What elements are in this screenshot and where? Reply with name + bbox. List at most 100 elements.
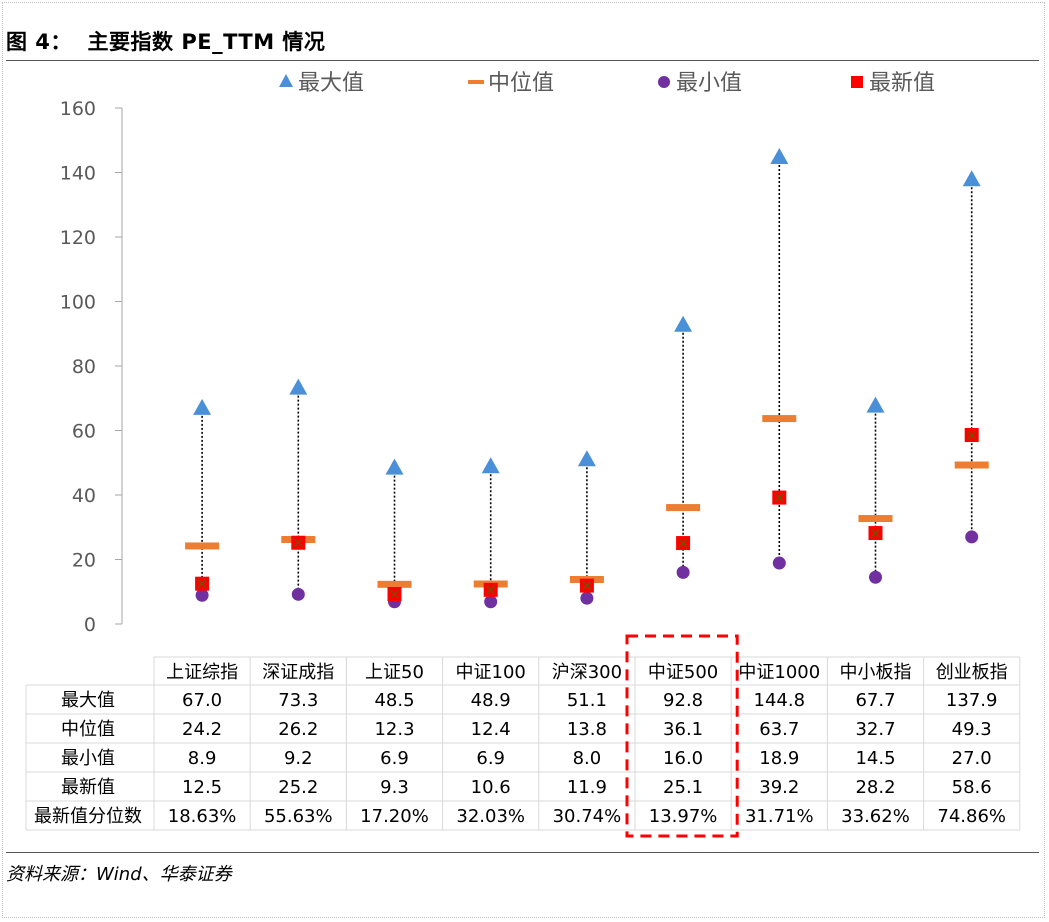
max-point (962, 170, 981, 187)
y-axis: 0 20 40 60 80 100 120 140 160 (60, 98, 123, 636)
latest-point-cross (774, 493, 784, 503)
category-label: 中证500 (648, 662, 718, 683)
table-cell: 10.6 (471, 777, 511, 798)
min-point (676, 565, 690, 579)
table-cell: 49.3 (952, 719, 992, 740)
table-cell: 13.97% (649, 806, 718, 827)
min-point (580, 591, 594, 605)
table-cell: 16.0 (663, 748, 703, 769)
table-cell: 18.9 (759, 748, 799, 769)
table-cell: 67.7 (855, 690, 895, 711)
table-cell: 25.1 (663, 777, 703, 798)
latest-point-cross (389, 589, 400, 599)
table-cell: 17.20% (360, 806, 429, 827)
table-cell: 8.9 (188, 748, 217, 769)
max-point (289, 378, 308, 395)
table-cell: 6.9 (380, 748, 409, 769)
latest-point-cross (870, 528, 881, 538)
latest-point-cross (582, 581, 592, 591)
table-cell: 9.3 (380, 777, 409, 798)
table-cell: 67.0 (182, 690, 222, 711)
y-tick-label: 60 (72, 421, 96, 443)
min-point (772, 556, 786, 570)
table-cell: 8.0 (573, 748, 602, 769)
table-cell: 26.2 (278, 719, 318, 740)
table-cell: 137.9 (946, 690, 998, 711)
table-cell: 36.1 (663, 719, 703, 740)
median-mark (762, 415, 797, 423)
table-cell: 51.1 (567, 690, 607, 711)
median-mark (377, 580, 412, 588)
table-cell: 39.2 (759, 777, 799, 798)
table-cell: 74.86% (937, 806, 1006, 827)
data-table: 上证综指 深证成指 上证50 中证100 沪深300 中证500 中证1000 中小板指 创业板… (25, 656, 1021, 831)
figure-title: 图 4： 主要指数 PE_TTM 情况 (6, 30, 326, 54)
table-cell: 32.7 (855, 719, 895, 740)
max-point (674, 315, 693, 332)
table-cell: 9.2 (284, 748, 313, 769)
min-point (965, 530, 979, 544)
max-point (193, 398, 212, 415)
chart-legend: 最大值 中位值 最小值 最新值 (279, 71, 935, 96)
highlight-dashed-box (625, 634, 739, 838)
legend-circle-icon (658, 76, 670, 88)
table-cell: 31.71% (745, 806, 814, 827)
row-label: 最大值 (61, 690, 115, 711)
y-tick-label: 0 (84, 614, 96, 636)
table-cell: 13.8 (567, 719, 607, 740)
category-label: 创业板指 (936, 662, 1008, 683)
legend-triangle-icon (279, 74, 293, 87)
table-cell: 12.5 (182, 777, 222, 798)
category-label: 中证100 (456, 662, 526, 683)
legend-label: 中位值 (488, 71, 554, 96)
category-label: 中小板指 (840, 662, 912, 683)
y-tick-label: 120 (60, 227, 96, 249)
row-label: 最新值 (61, 777, 115, 798)
table-cell: 144.8 (754, 690, 806, 711)
latest-point-cross (967, 430, 977, 440)
max-point (770, 148, 789, 165)
table-cell: 24.2 (182, 719, 222, 740)
table-cell: 6.9 (476, 748, 505, 769)
table-cell: 12.4 (471, 719, 511, 740)
max-point (577, 450, 596, 467)
category-label: 沪深300 (552, 662, 622, 683)
row-label: 中位值 (61, 719, 115, 740)
latest-point-cross (197, 579, 207, 589)
table-cell: 33.62% (841, 806, 910, 827)
legend-square-icon (851, 76, 863, 88)
category-label: 中证1000 (738, 662, 820, 683)
legend-label: 最新值 (869, 71, 935, 96)
legend-label: 最小值 (676, 71, 742, 96)
min-point (869, 570, 882, 584)
y-tick-label: 80 (72, 356, 96, 378)
title-divider (6, 60, 1039, 61)
legend-label: 最大值 (298, 71, 364, 96)
table-cell: 28.2 (855, 777, 895, 798)
table-cell: 14.5 (855, 748, 895, 769)
min-point (195, 588, 209, 602)
table-cell: 63.7 (759, 719, 799, 740)
row-label: 最新值分位数 (34, 806, 142, 827)
median-mark (666, 504, 701, 512)
source-note: 资料来源：Wind、华泰证券 (6, 864, 232, 885)
max-point (385, 458, 404, 475)
legend-dash-icon (468, 80, 484, 84)
min-point (484, 595, 498, 609)
table-cell: 48.5 (374, 690, 414, 711)
table-cell: 18.63% (168, 806, 237, 827)
median-mark (858, 515, 893, 523)
highlight-box (625, 634, 739, 838)
category-label: 深证成指 (262, 662, 334, 683)
y-tick-label: 140 (60, 163, 96, 185)
table-cell: 58.6 (952, 777, 992, 798)
max-point (866, 396, 885, 413)
min-point (291, 587, 305, 601)
table-cell: 92.8 (663, 690, 703, 711)
y-tick-label: 20 (72, 550, 96, 572)
table-cell: 12.3 (374, 719, 414, 740)
median-mark (954, 461, 989, 469)
latest-point-cross (486, 585, 496, 595)
latest-point-cross (293, 538, 303, 548)
